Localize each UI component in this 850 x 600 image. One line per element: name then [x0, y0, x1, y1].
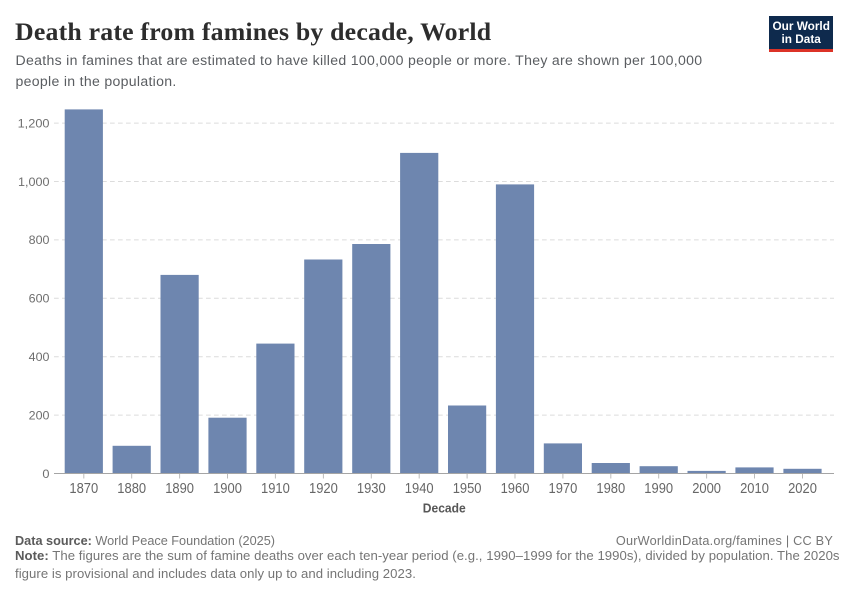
svg-text:1990: 1990: [644, 481, 673, 497]
svg-text:1880: 1880: [117, 481, 146, 497]
svg-text:1910: 1910: [261, 481, 290, 497]
svg-text:1,000: 1,000: [18, 175, 50, 189]
svg-text:2020: 2020: [788, 481, 817, 497]
svg-text:Decade: Decade: [423, 501, 466, 516]
svg-text:1930: 1930: [357, 481, 386, 497]
svg-text:200: 200: [29, 408, 50, 422]
svg-text:0: 0: [42, 467, 49, 481]
svg-text:400: 400: [29, 350, 50, 364]
svg-text:1940: 1940: [405, 481, 434, 497]
svg-text:2000: 2000: [692, 481, 721, 497]
svg-text:600: 600: [29, 292, 50, 306]
svg-text:1900: 1900: [213, 481, 242, 497]
svg-text:800: 800: [29, 233, 50, 247]
svg-text:1950: 1950: [453, 481, 482, 497]
svg-text:1980: 1980: [596, 481, 625, 497]
svg-text:1,200: 1,200: [18, 116, 50, 130]
svg-text:1920: 1920: [309, 481, 338, 497]
svg-text:1970: 1970: [549, 481, 578, 497]
svg-text:1960: 1960: [501, 481, 530, 497]
svg-text:2010: 2010: [740, 481, 769, 497]
svg-text:1890: 1890: [165, 481, 194, 497]
svg-text:1870: 1870: [69, 481, 98, 497]
